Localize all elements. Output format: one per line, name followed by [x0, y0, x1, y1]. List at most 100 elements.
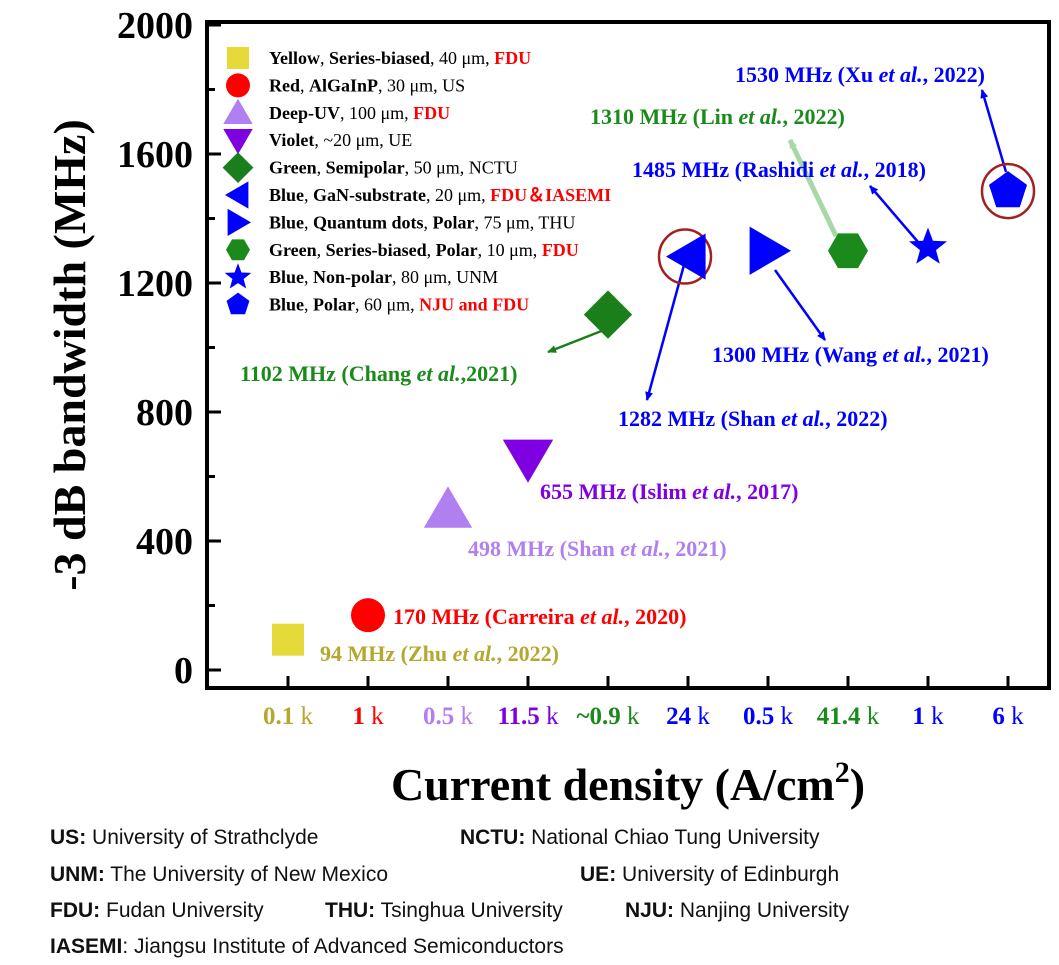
annotation-arrow: [980, 89, 1008, 173]
footnote-entry: IASEMI: Jiangsu Institute of Advanced Se…: [50, 935, 564, 959]
y-axis-label: -3 dB bandwidth (MHz): [44, 119, 95, 591]
footnote-entry: UNM: The University of New Mexico: [50, 863, 388, 887]
legend-entry: Yellow, Series-biased, 40 μm, FDU: [269, 48, 531, 68]
data-point-triangle-up: [423, 486, 473, 528]
legend-marker: [226, 292, 250, 315]
footnote-entry: NJU: Nanjing University: [625, 899, 849, 923]
legend-marker: [223, 98, 253, 124]
data-point-hexagon: [828, 233, 868, 269]
y-tick-label: 1200: [117, 263, 193, 305]
plot-area-frame: [205, 20, 1051, 690]
highlight-ring: [980, 162, 1036, 220]
legend-marker: [222, 152, 254, 183]
y-axis: 0 400 800 1200 1600 2000: [117, 5, 221, 692]
highlight-circles: [657, 162, 1036, 285]
legend-marker: [224, 263, 252, 289]
point-annotation: 498 MHz (Shan et al., 2021): [468, 536, 727, 561]
footnote-full-name: University of Strathclyde: [86, 826, 319, 849]
legend-entry: Deep-UV, 100 μm, FDU: [269, 103, 450, 123]
point-annotation: 1530 MHz (Xu et al., 2022): [735, 62, 985, 87]
point-annotation: 170 MHz (Carreira et al., 2020): [393, 604, 686, 629]
footnote-separator: :: [368, 899, 376, 922]
footnote-separator: :: [93, 899, 101, 922]
point-annotation: 655 MHz (Islim et al., 2017): [540, 479, 798, 504]
data-point-triangle-down: [502, 439, 554, 483]
footnote-separator: :: [79, 826, 87, 849]
point-annotation: 94 MHz (Zhu et al., 2022): [320, 641, 559, 666]
footnote-separator: :: [667, 899, 675, 922]
legend: Yellow, Series-biased, 40 μm, FDU Red, Al…: [222, 47, 611, 315]
x-tick-label: ~0.9 k: [576, 703, 640, 730]
legend-marker: [225, 181, 249, 209]
x-tick-label: 24 k: [666, 703, 710, 730]
footnote-separator: :: [609, 863, 617, 886]
data-point-triangle-right: [749, 226, 791, 275]
footnote-separator: :: [518, 826, 526, 849]
footnote-full-name: Jiangsu Institute of Advanced Semiconduc…: [128, 935, 564, 958]
y-tick-label: 800: [136, 392, 193, 434]
footnote-full-name: University of Edinburgh: [616, 863, 840, 886]
annotation-arrow: [787, 138, 839, 238]
legend-entry: Blue, Polar, 60 μm, NJU and FDU: [269, 295, 529, 315]
y-tick-label: 1600: [117, 134, 193, 176]
x-tick-label: 11.5 k: [497, 703, 559, 730]
bandwidth-chart: 0 400 800 1200 1600 2000 0.1 k 1 k 0.5 k 11.5 k ~…: [44, 5, 1051, 810]
footnote-abbr: NCTU: [460, 826, 519, 849]
x-tick-label: 0.1 k: [263, 703, 314, 730]
y-tick-label: 2000: [117, 5, 193, 47]
point-annotations: 94 MHz (Zhu et al., 2022) 170 MHz (Carrei…: [240, 62, 989, 666]
x-tick-label: 0.5 k: [423, 703, 474, 730]
data-point-circle: [351, 598, 385, 633]
footnote-abbr: IASEMI: [50, 935, 123, 958]
legend-entry: Blue, GaN-substrate, 20 μm, FDU＆IASEMI: [269, 185, 611, 205]
footnote-entry: US: University of Strathclyde: [50, 826, 318, 850]
footnote-entry: UE: University of Edinburgh: [580, 863, 839, 887]
annotation-arrow: [869, 185, 919, 243]
legend-marker: [227, 47, 249, 69]
x-axis-label: Current density (A/cm2): [391, 756, 865, 810]
data-point-pentagon: [988, 171, 1028, 208]
footnote-full-name: National Chiao Tung University: [525, 826, 820, 849]
y-tick-label: 400: [136, 521, 193, 563]
annotation-arrows: [547, 89, 1008, 401]
legend-entry: Green, Semipolar, 50 μm, NCTU: [269, 158, 518, 178]
legend-entry: Green, Series-biased, Polar, 10 μm, FDU: [269, 240, 579, 260]
y-tick-label: 0: [174, 650, 193, 692]
annotation-arrow: [645, 264, 686, 401]
footnote-abbr: UE: [580, 863, 610, 886]
point-annotation: 1300 MHz (Wang et al., 2021): [712, 342, 989, 367]
footnote-full-name: Fudan University: [100, 899, 264, 922]
data-point-star: [908, 227, 948, 264]
x-tick-label: 0.5 k: [743, 703, 794, 730]
annotation-arrow: [547, 328, 605, 354]
legend-marker: [226, 239, 250, 261]
x-tick-label: 41.4 k: [817, 703, 880, 730]
footnote-entry: NCTU: National Chiao Tung University: [460, 826, 819, 850]
footnote-separator: :: [122, 935, 129, 958]
x-tick-label: 6 k: [992, 703, 1024, 730]
x-tick-label: 1 k: [352, 703, 384, 730]
point-annotation: 1485 MHz (Rashidi et al., 2018): [632, 157, 926, 182]
footnote-abbr: UNM: [50, 863, 98, 886]
footnote-full-name: Tsinghua University: [375, 899, 563, 922]
footnote-abbr: FDU: [50, 899, 94, 922]
point-annotation: 1102 MHz (Chang et al.,2021): [240, 361, 517, 386]
point-annotation: 1282 MHz (Shan et al., 2022): [618, 406, 888, 431]
footnote-entry: THU: Tsinghua University: [325, 899, 563, 923]
highlight-ring: [657, 228, 713, 285]
x-axis: 0.1 k 1 k 0.5 k 11.5 k ~0.9 k 24 k 0.5 k 41.4 k…: [263, 676, 1024, 730]
data-point-diamond: [583, 290, 633, 339]
legend-entry: Violet, ~20 μm, UE: [269, 130, 412, 150]
legend-marker: [226, 73, 250, 98]
x-tick-label: 1 k: [912, 703, 944, 730]
annotation-arrow: [773, 269, 827, 341]
footnote-abbr: US: [50, 826, 80, 849]
footnote-abbr: THU: [325, 899, 369, 922]
footnote-full-name: The University of New Mexico: [104, 863, 389, 886]
footnote-separator: :: [97, 863, 105, 886]
data-point-square: [272, 623, 304, 656]
footnote-abbr: NJU: [625, 899, 668, 922]
legend-entry: Blue, Quantum dots, Polar, 75 μm, THU: [269, 212, 575, 232]
point-annotation: 1310 MHz (Lin et al., 2022): [590, 104, 845, 129]
footnote-full-name: Nanjing University: [674, 899, 850, 922]
